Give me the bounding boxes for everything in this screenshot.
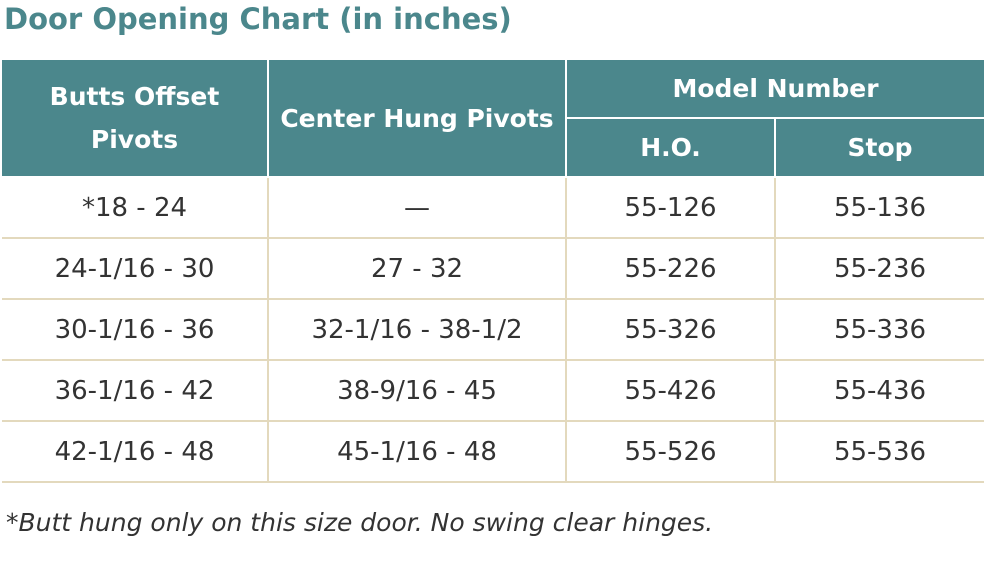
header-cell: Stop [773, 117, 985, 178]
table-row: 30-1/16 - 36 32-1/16 - 38-1/2 55-326 55-336 [2, 299, 985, 361]
table-cell: 36-1/16 - 42 [2, 360, 269, 422]
table-cell: 38-9/16 - 45 [267, 360, 567, 422]
header-cell: Center Hung Pivots [267, 60, 567, 178]
table-cell: 27 - 32 [267, 238, 567, 300]
table-cell: 55-526 [565, 421, 776, 483]
table-cell: 55-226 [565, 238, 776, 300]
table-cell: 55-136 [773, 177, 985, 239]
header-cell: Butts Offset Pivots [2, 60, 269, 178]
table-row: 36-1/16 - 42 38-9/16 - 45 55-426 55-436 [2, 360, 985, 422]
table-cell: 55-326 [565, 299, 776, 361]
header-cell: H.O. [566, 117, 776, 178]
table-cell: 55-126 [565, 177, 776, 239]
table-cell: 55-436 [773, 360, 985, 422]
table-cell: — [267, 177, 567, 239]
door-table: Butts Offset Pivots Center Hung Pivots M… [2, 60, 985, 483]
footnote: *Butt hung only on this size door. No sw… [6, 508, 714, 537]
table-cell: 30-1/16 - 36 [2, 299, 269, 361]
table-row: *18 - 24—55-126 55-136 [2, 177, 985, 239]
table-cell: 55-536 [773, 421, 985, 483]
table-cell: 55-336 [773, 299, 985, 361]
table-cell: 32-1/16 - 38-1/2 [267, 299, 567, 361]
table-cell: 55-236 [773, 238, 985, 300]
table-cell: *18 - 24 [2, 177, 269, 239]
table-cell: 45-1/16 - 48 [267, 421, 567, 483]
table-row: 42-1/16 - 48 45-1/16 - 48 55-526 55-536 [2, 421, 985, 483]
header-group: Model Number [564, 60, 985, 119]
table-cell: 42-1/16 - 48 [2, 421, 269, 483]
table-cell: 24-1/16 - 30 [2, 238, 269, 300]
title: Door Opening Chart (in inches) [4, 2, 512, 36]
table-cell: 55-426 [565, 360, 776, 422]
table-row: 24-1/16 - 30 27 - 32 55-226 55-236 [2, 238, 985, 300]
table-body: *18 - 24—55-126 55-136 24-1/16 - 30 27 - 32… [2, 177, 985, 483]
